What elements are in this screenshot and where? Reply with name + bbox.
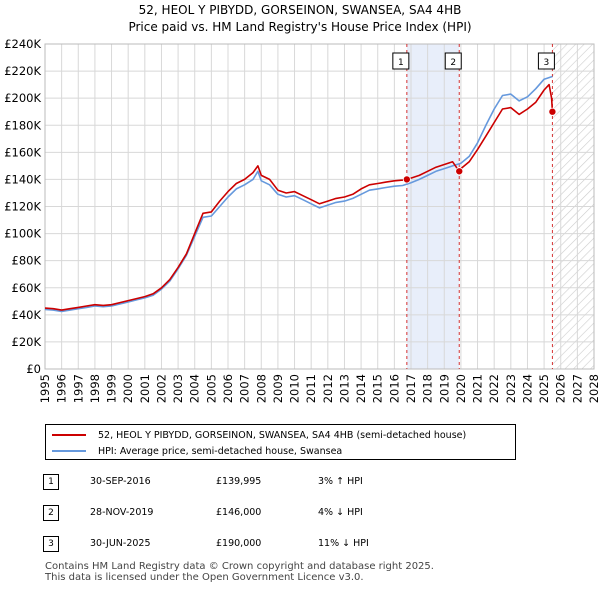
sale-point (402, 175, 411, 184)
x-tick-label: 2020 (454, 374, 468, 403)
y-tick-label: £180K (4, 118, 41, 132)
x-tick-label: 2014 (354, 374, 368, 403)
x-tick-label: 2008 (254, 374, 268, 403)
x-tick-label: 2004 (188, 374, 202, 403)
sale-row-date: 30-JUN-2025 (90, 538, 151, 549)
x-tick-label: 2003 (171, 374, 185, 403)
x-tick-label: 2011 (304, 374, 318, 403)
x-tick-label: 2009 (271, 374, 285, 403)
x-tick-label: 2006 (221, 374, 235, 403)
legend: 52, HEOL Y PIBYDD, GORSEINON, SWANSEA, S… (45, 424, 516, 460)
x-tick-label: 2005 (204, 374, 218, 403)
x-tick-label: 2027 (570, 374, 584, 403)
sale-label-number: 1 (398, 58, 404, 68)
x-tick-label: 1996 (55, 374, 69, 403)
x-tick-label: 2022 (487, 374, 501, 403)
legend-line-red (52, 434, 86, 436)
legend-label-property: 52, HEOL Y PIBYDD, GORSEINON, SWANSEA, S… (98, 429, 467, 441)
sale-row-date: 30-SEP-2016 (90, 476, 151, 487)
x-tick-label: 2018 (421, 374, 435, 403)
x-tick-label: 2023 (504, 374, 518, 403)
x-tick-label: 1998 (88, 374, 102, 403)
legend-label-hpi: HPI: Average price, semi-detached house,… (98, 445, 343, 457)
footer-copyright: Contains HM Land Registry data © Crown c… (45, 561, 434, 572)
y-tick-label: £100K (4, 227, 41, 241)
hpi-line (44, 75, 553, 313)
x-tick-label: 2016 (387, 374, 401, 403)
sale-row-price: £190,000 (216, 538, 262, 549)
x-tick-label: 2017 (404, 374, 418, 403)
sale-row-date: 28-NOV-2019 (90, 507, 154, 518)
x-tick-label: 2026 (554, 374, 568, 403)
sale-row-hpi: 4% ↓ HPI (318, 507, 363, 518)
sale-row-hpi: 11% ↓ HPI (318, 538, 369, 549)
x-tick-label: 2015 (371, 374, 385, 403)
x-tick-label: 2000 (121, 374, 135, 403)
sale-row-number: 2 (43, 505, 59, 521)
footer-licence: This data is licensed under the Open Gov… (45, 572, 364, 583)
y-tick-label: £200K (4, 91, 41, 105)
x-tick-label: 2007 (238, 374, 252, 403)
x-tick-label: 1999 (105, 374, 119, 403)
x-tick-label: 2001 (138, 374, 152, 403)
sale-point (548, 107, 557, 116)
x-tick-label: 2021 (471, 374, 485, 403)
property-price-line (44, 83, 554, 311)
x-tick-label: 1997 (71, 374, 85, 403)
sale-row-number: 3 (43, 536, 59, 552)
sale-label-box (444, 52, 462, 70)
legend-item-hpi: HPI: Average price, semi-detached house,… (52, 443, 342, 459)
x-tick-label: 2010 (288, 374, 302, 403)
x-tick-label: 1995 (38, 374, 52, 403)
x-tick-label: 2028 (587, 374, 600, 403)
chart-subtitle: Price paid vs. HM Land Registry's House … (128, 20, 472, 34)
sale-row-1: 1 30-SEP-2016 £139,995 3% ↑ HPI (0, 474, 600, 492)
sale-row-2: 2 28-NOV-2019 £146,000 4% ↓ HPI (0, 505, 600, 523)
sale-row-number: 1 (43, 474, 59, 490)
y-tick-label: £0 (26, 362, 41, 376)
sale-row-price: £146,000 (216, 507, 262, 518)
chart-title: 52, HEOL Y PIBYDD, GORSEINON, SWANSEA, S… (138, 3, 462, 17)
y-tick-label: £20K (12, 335, 42, 349)
legend-item-property: 52, HEOL Y PIBYDD, GORSEINON, SWANSEA, S… (52, 427, 466, 443)
sale-label-number: 2 (450, 58, 456, 68)
x-tick-label: 2012 (321, 374, 335, 403)
sale-point (455, 167, 464, 176)
y-tick-label: £240K (4, 37, 41, 51)
sale-label-box (537, 52, 555, 70)
y-tick-label: £80K (12, 254, 42, 268)
y-tick-label: £140K (4, 172, 41, 186)
x-tick-label: 2002 (154, 374, 168, 403)
y-tick-label: £40K (12, 308, 42, 322)
sale-label-number: 3 (544, 58, 550, 68)
y-tick-label: £160K (4, 145, 41, 159)
sale-label-box (392, 52, 410, 70)
price-chart: £0 £20K £40K £60K £80K £100K £120K £140K £160K £1… (4, 37, 600, 403)
plot-frame (44, 43, 595, 370)
x-tick-label: 2025 (537, 374, 551, 403)
x-tick-label: 2024 (520, 374, 534, 403)
x-tick-label: 2019 (437, 374, 451, 403)
legend-line-blue (52, 450, 86, 452)
sale-row-3: 3 30-JUN-2025 £190,000 11% ↓ HPI (0, 536, 600, 554)
y-tick-label: £120K (4, 200, 41, 214)
sale-row-hpi: 3% ↑ HPI (318, 476, 363, 487)
y-tick-label: £220K (4, 64, 41, 78)
sale-row-price: £139,995 (216, 476, 262, 487)
x-tick-label: 2013 (337, 374, 351, 403)
y-tick-label: £60K (12, 281, 42, 295)
